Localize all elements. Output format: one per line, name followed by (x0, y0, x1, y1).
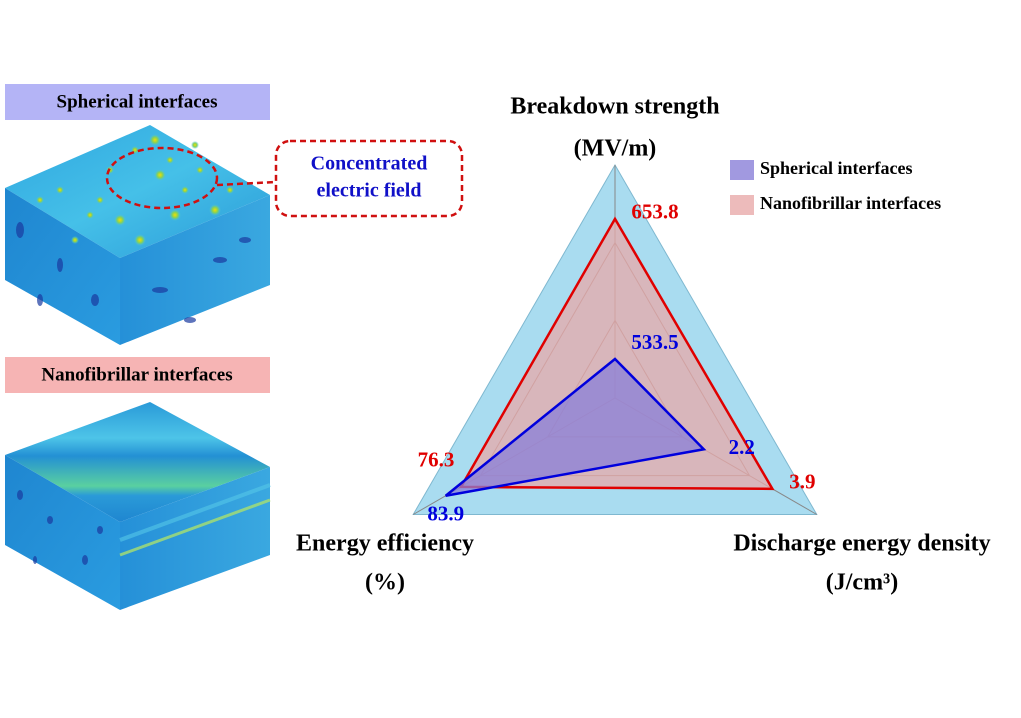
axis-unit: (J/cm³) (826, 570, 899, 596)
hot-spot (166, 156, 174, 164)
axis-unit: (%) (365, 570, 405, 596)
hot-spot (71, 236, 79, 244)
legend-label: Nanofibrillar interfaces (760, 193, 941, 213)
axis-label: Discharge energy density (733, 531, 990, 557)
label-box (5, 357, 270, 393)
callout-ellipse (105, 146, 219, 210)
callout-text: electric field (317, 180, 422, 202)
label-box (5, 84, 270, 120)
value-label: 533.5 (631, 330, 678, 354)
hot-spot (191, 141, 199, 149)
hot-spot (149, 134, 161, 146)
hot-spot (134, 234, 146, 246)
value-label: 83.9 (427, 502, 464, 526)
axis-label: Energy efficiency (296, 531, 474, 557)
legend-swatch (730, 195, 754, 215)
legend-label: Spherical interfaces (760, 158, 912, 178)
callout-text: Concentrated (311, 153, 428, 175)
hot-spot (226, 186, 234, 194)
hot-spot (154, 169, 166, 181)
panel-label: Spherical interfaces (57, 91, 218, 112)
hot-spot (181, 186, 189, 194)
hot-spot (86, 211, 94, 219)
hot-spot (36, 196, 44, 204)
hot-spot (96, 196, 104, 204)
value-label: 653.8 (631, 200, 678, 224)
panel-label: Nanofibrillar interfaces (41, 364, 232, 385)
hot-spot (56, 186, 64, 194)
value-label: 3.9 (789, 470, 815, 494)
axis-label: Breakdown strength (510, 94, 719, 120)
legend-swatch (730, 160, 754, 180)
value-label: 76.3 (418, 448, 455, 472)
hot-spot (114, 214, 126, 226)
nanofibrillar-cube (5, 402, 271, 610)
spherical-cube (5, 125, 270, 345)
value-label: 2.2 (729, 435, 755, 459)
callout-box (274, 139, 464, 218)
hot-spot (196, 166, 204, 174)
hot-spot (169, 209, 181, 221)
axis-unit: (MV/m) (574, 136, 657, 162)
radar-area (444, 357, 707, 497)
hot-spot (209, 204, 221, 216)
